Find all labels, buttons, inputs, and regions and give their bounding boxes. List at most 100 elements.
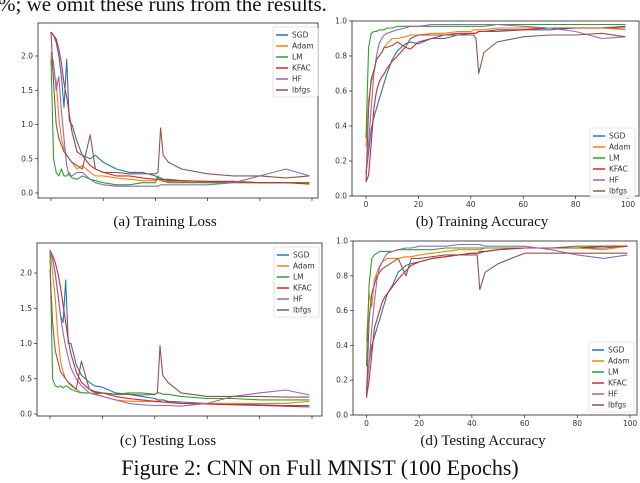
series-line-hf	[365, 23, 626, 176]
series-line-lbfgs	[49, 269, 310, 398]
y-tick-label: 0.0	[335, 192, 347, 201]
series-line-lbfgs	[365, 252, 628, 398]
legend-label: lbfgs	[609, 187, 627, 196]
y-tick-label: 0.4	[335, 122, 347, 131]
series-line-adam	[49, 249, 310, 404]
plot-frame	[352, 240, 638, 416]
x-tick-label: 80	[573, 419, 583, 428]
plot-frame	[351, 20, 640, 197]
series-line-kfac	[50, 31, 310, 185]
caption-b: (b) Training Accuracy	[415, 214, 549, 230]
x-tick-label: 60	[520, 419, 530, 428]
series-line-hf	[49, 251, 310, 407]
plot-frame	[36, 242, 323, 417]
caption-c: (c) Testing Loss	[119, 433, 217, 449]
series-line-sgd	[365, 27, 626, 174]
y-tick-label: 0.0	[21, 189, 33, 198]
chart-c: 0.0 0.5 1.0 1.5 2.0 SGD Adam LM KFAC HF lbfgs	[20, 242, 323, 419]
y-tick-label: 0.8	[335, 52, 347, 61]
x-tick-label: 0	[364, 200, 369, 209]
legend-label: Adam	[293, 262, 315, 271]
y-tick-label: 2.0	[20, 269, 32, 278]
legend-label: KFAC	[292, 64, 311, 73]
legend-label: HF	[292, 75, 302, 84]
series-line-kfac	[49, 250, 310, 408]
legend-label: HF	[609, 176, 619, 185]
legend-label: SGD	[608, 346, 625, 355]
chart-b: 0.0 0.2 0.4 0.6 0.8 1.0 0 20 40 60 80 100 SGD Adam LM K…	[335, 17, 640, 209]
chart-a: 0.0 0.5 1.0 1.5 2.0 SGD Adam LM KFAC HF lbfgs	[21, 22, 319, 201]
y-tick-label: 1.0	[335, 17, 347, 26]
series-line-lm	[50, 59, 310, 186]
preceding-text: %; we omit these runs from the results.	[0, 0, 327, 16]
series-line-lm	[49, 251, 310, 401]
legend-label: LM	[293, 273, 304, 282]
legend-label: SGD	[293, 251, 310, 260]
legend-label: SGD	[609, 132, 626, 141]
y-tick-label: 0.5	[21, 154, 33, 163]
series-line-lm	[365, 245, 628, 367]
figure-caption: Figure 2: CNN on Full MNIST (100 Epochs)	[121, 455, 519, 480]
x-tick-label: 0	[364, 419, 369, 428]
legend-label: KFAC	[609, 165, 628, 174]
series-line-lm	[365, 23, 626, 139]
y-tick-label: 0.8	[336, 271, 348, 280]
series-line-adam	[50, 55, 310, 184]
x-tick-label: 40	[467, 419, 477, 428]
y-tick-label: 0.6	[335, 87, 347, 96]
y-tick-label: 0.0	[20, 410, 32, 419]
series-line-sgd	[50, 31, 310, 184]
legend-label: lbfgs	[608, 401, 626, 410]
y-tick-label: 0.5	[20, 374, 32, 383]
y-tick-label: 1.0	[20, 339, 32, 348]
caption-a: (a) Training Loss	[113, 214, 217, 230]
legend-label: LM	[608, 368, 619, 377]
caption-d: (d) Testing Accuracy	[420, 433, 546, 449]
series-line-sgd	[49, 250, 310, 407]
chart-d: 0.0 0.2 0.4 0.6 0.8 1.0 0 20 40 60 80 100 SGD Adam LM K…	[336, 237, 638, 428]
y-tick-label: 2.0	[21, 52, 33, 61]
y-tick-label: 0.4	[336, 341, 348, 350]
legend: SGD Adam LM KFAC HF lbfgs	[588, 341, 635, 413]
legend: SGD Adam LM KFAC HF lbfgs	[589, 127, 636, 199]
y-tick-label: 0.2	[335, 157, 347, 166]
series-line-hf	[365, 243, 628, 395]
series-line-sgd	[365, 245, 628, 389]
legend-label: LM	[292, 53, 303, 62]
x-tick-label: 40	[466, 200, 476, 209]
legend-label: HF	[293, 295, 303, 304]
series-line-lbfgs	[365, 32, 626, 183]
x-tick-label: 80	[571, 200, 581, 209]
series-line-lbfgs	[50, 31, 310, 179]
y-tick-label: 1.5	[21, 86, 33, 95]
y-tick-label: 1.5	[20, 304, 32, 313]
legend: SGD Adam LM KFAC HF lbfgs	[273, 246, 320, 318]
y-tick-label: 1.0	[336, 237, 348, 246]
y-tick-label: 1.0	[21, 120, 33, 129]
legend: SGD Adam LM KFAC HF lbfgs	[272, 26, 319, 98]
legend-label: Adam	[609, 143, 631, 152]
legend-label: lbfgs	[292, 86, 310, 95]
legend-label: Adam	[608, 357, 630, 366]
legend-label: SGD	[292, 31, 309, 40]
x-tick-label: 100	[621, 200, 636, 209]
series-line-adam	[365, 245, 628, 342]
legend-label: Adam	[292, 42, 314, 51]
x-tick-label: 20	[414, 200, 424, 209]
legend-label: HF	[608, 390, 618, 399]
x-tick-label: 100	[623, 419, 638, 428]
series-line-kfac	[365, 25, 626, 183]
y-tick-label: 0.6	[336, 306, 348, 315]
plot-frame	[37, 22, 319, 199]
series-line-kfac	[365, 245, 628, 398]
legend-label: lbfgs	[293, 306, 311, 315]
x-tick-label: 20	[414, 419, 424, 428]
legend-label: KFAC	[608, 379, 627, 388]
series-line-adam	[365, 27, 626, 148]
y-tick-label: 0.0	[336, 411, 348, 420]
legend-label: KFAC	[293, 284, 312, 293]
x-tick-label: 60	[518, 200, 528, 209]
series-line-hf	[50, 52, 310, 187]
legend-label: LM	[609, 154, 620, 163]
